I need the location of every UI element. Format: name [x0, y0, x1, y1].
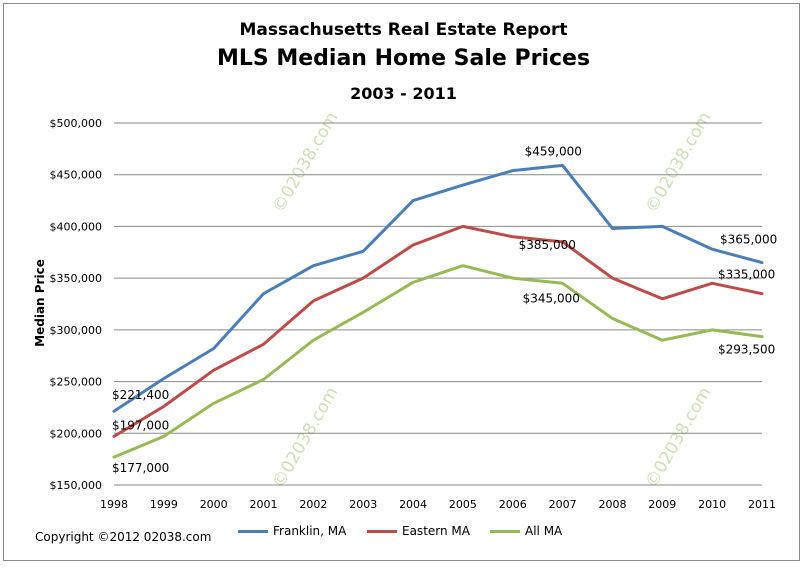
x-tick-label: 1998	[100, 498, 128, 511]
watermark-1: ©02038.com	[642, 109, 716, 217]
legend-swatch-franklin	[238, 529, 268, 533]
chart-frame	[3, 3, 800, 561]
legend-item-franklin: Franklin, MA	[238, 524, 346, 538]
x-tick-label: 2003	[349, 498, 377, 511]
x-tick-label: 2002	[299, 498, 327, 511]
x-tick-label: 1999	[150, 498, 178, 511]
data-label: $365,000	[720, 233, 777, 247]
legend-label-franklin: Franklin, MA	[273, 524, 347, 538]
x-tick-label: 2000	[200, 498, 228, 511]
x-tick-label: 2006	[499, 498, 527, 511]
watermark-2: ©02038.com	[269, 384, 343, 492]
data-label: $459,000	[525, 144, 582, 158]
y-tick-label: $150,000	[50, 479, 103, 492]
data-label: $221,400	[112, 388, 169, 402]
data-label: $197,000	[112, 418, 169, 432]
series-line-franklin	[112, 163, 764, 413]
copyright-text: Copyright ©2012 02038.com	[35, 530, 212, 544]
y-tick-label: $450,000	[50, 169, 103, 182]
legend-label-eastern: Eastern MA	[402, 524, 470, 538]
series-line-eastern	[112, 224, 764, 438]
chart-title: MLS Median Home Sale Prices	[216, 46, 591, 71]
legend-label-all-ma: All MA	[525, 524, 563, 538]
x-tick-label: 2008	[598, 498, 626, 511]
legend-swatch-eastern	[367, 529, 397, 533]
y-tick-label: $500,000	[50, 117, 103, 130]
chart-subtitle: 2003 - 2011	[350, 84, 457, 103]
watermark-0: ©02038.com	[269, 109, 343, 217]
y-tick-label: $200,000	[50, 427, 103, 440]
x-tick-label: 2005	[449, 498, 477, 511]
data-label: $177,000	[112, 461, 169, 475]
legend-swatch-all-ma	[490, 529, 520, 533]
legend-item-all-ma: All MA	[490, 524, 562, 538]
x-tick-label: 2011	[748, 498, 776, 511]
legend-item-eastern: Eastern MA	[367, 524, 470, 538]
data-label: $385,000	[519, 238, 576, 252]
data-label: $335,000	[718, 268, 775, 282]
watermark-3: ©02038.com	[642, 384, 716, 492]
x-tick-label: 2009	[648, 498, 676, 511]
x-tick-label: 2010	[698, 498, 726, 511]
x-tick-label: 2004	[399, 498, 427, 511]
chart-supertitle: Massachusetts Real Estate Report	[239, 20, 568, 40]
series-line-all-ma	[112, 264, 764, 459]
y-tick-label: $400,000	[50, 220, 103, 233]
y-tick-label: $250,000	[50, 376, 103, 389]
x-tick-label: 2001	[250, 498, 278, 511]
data-label: $345,000	[523, 291, 580, 305]
data-label: $293,500	[718, 343, 775, 357]
y-tick-label: $300,000	[50, 324, 103, 337]
y-tick-label: $350,000	[50, 272, 103, 285]
x-tick-label: 2007	[549, 498, 577, 511]
